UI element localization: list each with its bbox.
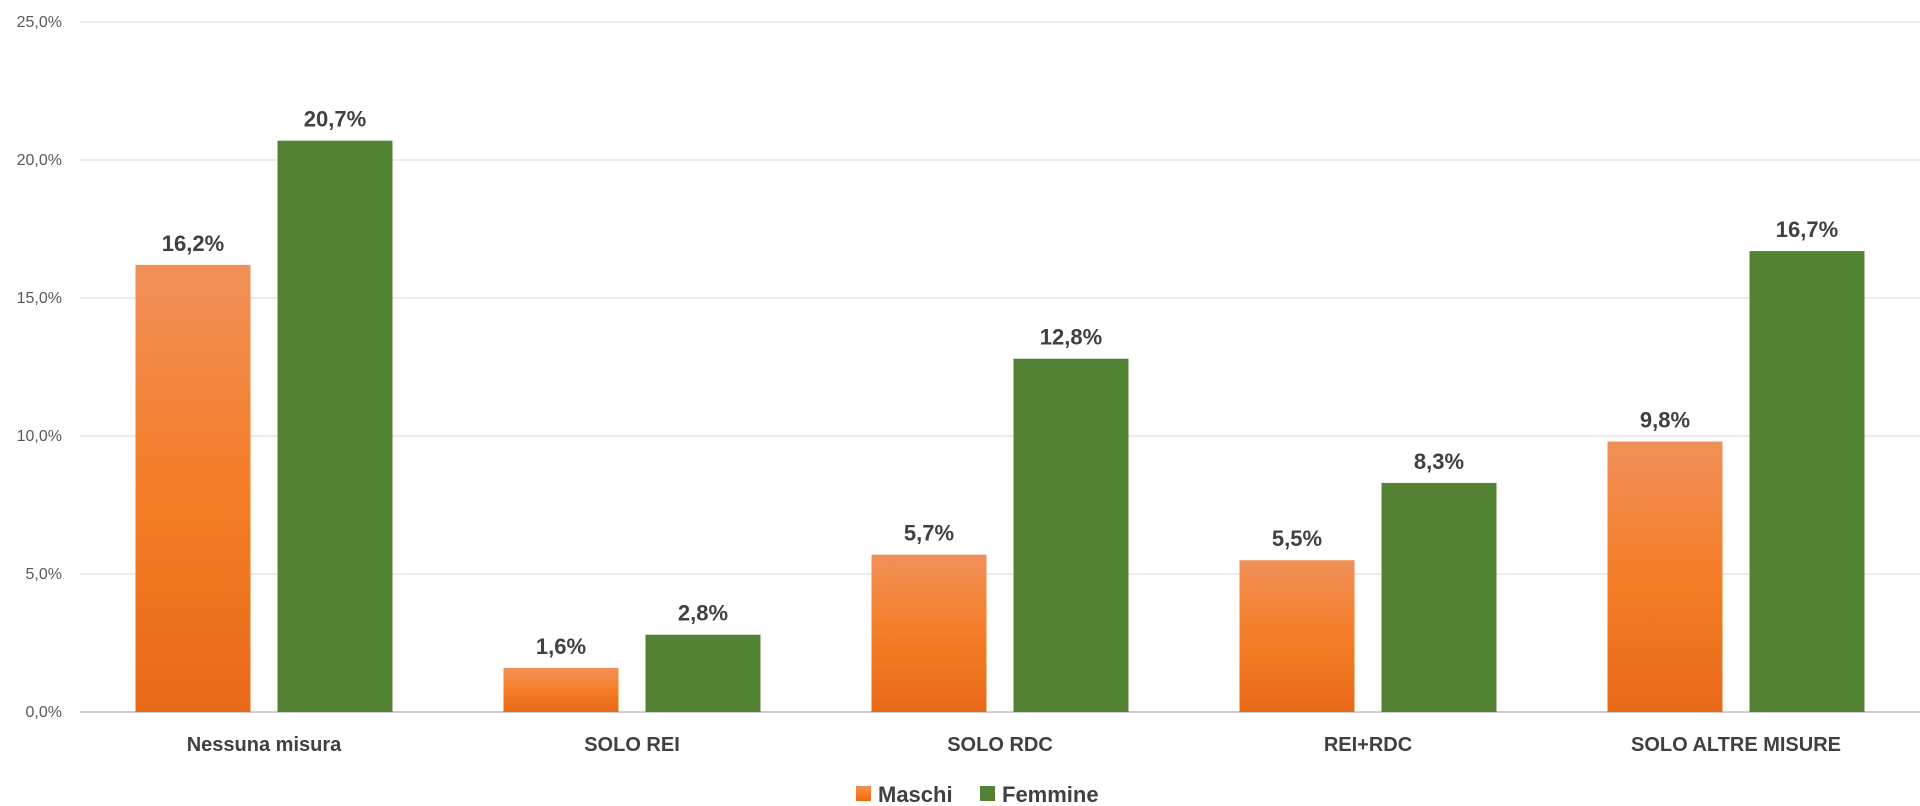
bars [135,140,1865,712]
x-category-label: SOLO RDC [947,734,1053,756]
y-tick-label: 0,0% [26,704,62,721]
bar-femmine-4 [1749,251,1865,712]
data-label: 8,3% [1414,449,1464,474]
x-axis-categories: Nessuna misura SOLO REI SOLO RDC REI+RDC SOL… [187,734,1841,756]
bar-femmine-1 [645,634,761,712]
data-label: 5,5% [1272,526,1322,551]
x-category-label: SOLO REI [584,734,680,756]
data-label: 16,7% [1776,217,1838,242]
bar-maschi-3 [1239,560,1355,712]
bar-maschi-0 [135,264,251,712]
legend-label-maschi: Maschi [878,782,953,806]
bar-femmine-3 [1381,482,1497,712]
y-tick-label: 5,0% [26,566,62,583]
x-category-label: REI+RDC [1324,734,1412,756]
legend: Maschi Femmine [856,782,1099,806]
x-category-label: Nessuna misura [187,734,342,756]
bar-femmine-2 [1013,358,1129,712]
legend-swatch-maschi [856,786,871,801]
data-label: 1,6% [536,634,586,659]
y-tick-label: 20,0% [17,152,62,169]
legend-label-femmine: Femmine [1002,782,1099,806]
data-label: 2,8% [678,601,728,626]
data-label: 12,8% [1040,325,1102,350]
data-labels: 16,2% 20,7% 1,6% 2,8% 5,7% 12,8% 5,5% 8,3% 9,8% 1… [162,107,1838,659]
data-label: 16,2% [162,231,224,256]
data-label: 9,8% [1640,408,1690,433]
bar-maschi-1 [503,667,619,712]
y-tick-label: 25,0% [17,14,62,31]
x-category-label: SOLO ALTRE MISURE [1631,734,1841,756]
y-tick-label: 10,0% [17,428,62,445]
bar-maschi-2 [871,554,987,712]
bar-femmine-0 [277,140,393,712]
data-label: 20,7% [304,107,366,132]
y-axis-ticks: 0,0% 5,0% 10,0% 15,0% 20,0% 25,0% [17,14,62,721]
data-label: 5,7% [904,521,954,546]
y-tick-label: 15,0% [17,290,62,307]
legend-swatch-femmine [980,786,995,801]
bar-maschi-4 [1607,441,1723,712]
